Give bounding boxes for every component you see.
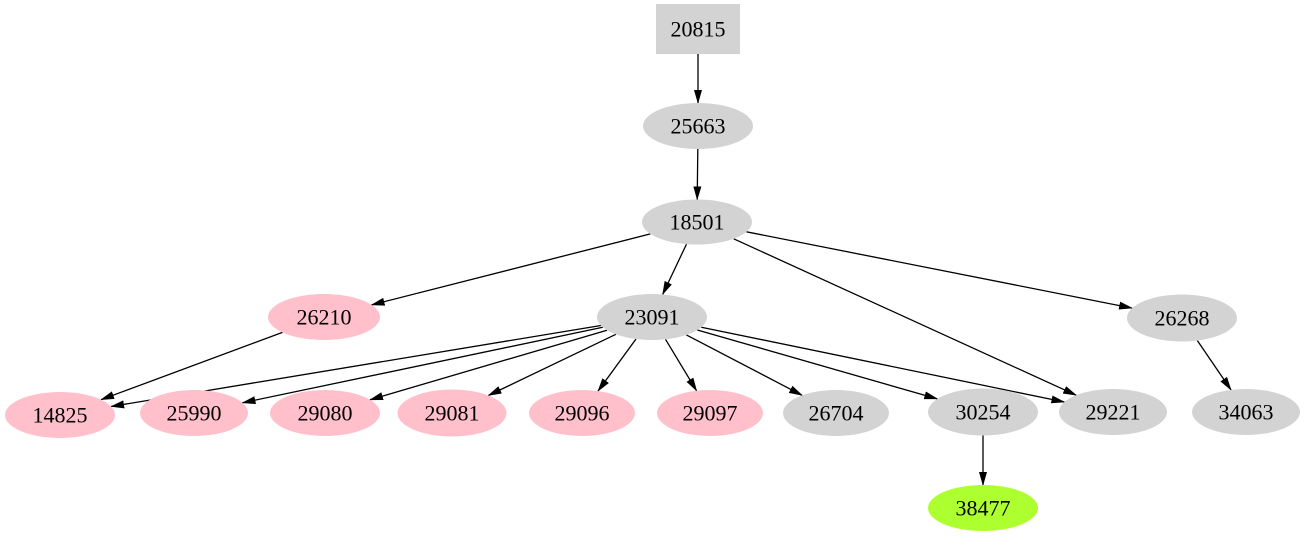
node-label: 14825: [33, 402, 88, 427]
node-label: 29096: [555, 400, 610, 425]
edge-18501-23091: [662, 243, 688, 296]
node-ellipse-shape: [643, 103, 753, 149]
node-ellipse-shape: [642, 199, 752, 245]
node-ellipse-shape: [397, 389, 507, 437]
edge-23091-29081: [487, 333, 617, 397]
node-ellipse-shape: [268, 294, 380, 340]
node-25990: 25990: [140, 390, 248, 436]
edge-23091-25990: [241, 326, 603, 405]
node-29081: 29081: [397, 389, 507, 437]
edge-26268-34063: [1196, 340, 1232, 391]
edge-23091-29221: [701, 326, 1066, 404]
node-20815: 20815: [656, 4, 740, 54]
node-label: 29080: [298, 400, 353, 425]
node-ellipse-shape: [1127, 294, 1237, 342]
node-label: 38477: [956, 495, 1011, 520]
node-34063: 34063: [1192, 389, 1300, 435]
node-ellipse-shape: [783, 390, 889, 436]
node-ellipse-shape: [1059, 389, 1167, 435]
node-label: 30254: [956, 399, 1011, 424]
node-29221: 29221: [1059, 389, 1167, 435]
node-26704: 26704: [783, 390, 889, 436]
node-ellipse-shape: [140, 390, 248, 436]
node-label: 26704: [809, 400, 864, 425]
node-30254: 30254: [928, 388, 1038, 436]
edge-23091-29080: [369, 329, 608, 401]
edge-23091-29097: [664, 338, 698, 392]
node-38477: 38477: [928, 485, 1038, 531]
edge-18501-29221: [733, 238, 1078, 396]
node-ellipse-shape: [5, 392, 115, 438]
edge-23091-29096: [597, 338, 637, 392]
node-26210: 26210: [268, 294, 380, 340]
node-ellipse-shape: [529, 390, 635, 436]
edge-23091-26704: [686, 334, 803, 396]
edge-23091-30254: [697, 329, 939, 400]
node-label: 20815: [671, 16, 726, 41]
node-29096: 29096: [529, 390, 635, 436]
node-label: 25663: [671, 113, 726, 138]
node-label: 29081: [425, 400, 480, 425]
node-29080: 29080: [270, 390, 380, 436]
node-label: 18501: [670, 209, 725, 234]
edge-26210-14825: [100, 331, 283, 401]
node-ellipse-shape: [928, 388, 1038, 436]
node-label: 29097: [683, 400, 738, 425]
node-label: 23091: [625, 304, 680, 329]
node-26268: 26268: [1127, 294, 1237, 342]
node-label: 25990: [167, 400, 222, 425]
node-29097: 29097: [657, 390, 763, 436]
edge-18501-26210: [370, 233, 651, 306]
edge-18501-26268: [746, 231, 1134, 310]
node-ellipse-shape: [928, 485, 1038, 531]
node-label: 26268: [1155, 305, 1210, 330]
node-label: 29221: [1086, 399, 1141, 424]
node-ellipse-shape: [657, 390, 763, 436]
node-ellipse-shape: [270, 390, 380, 436]
node-ellipse-shape: [1192, 389, 1300, 435]
node-label: 34063: [1219, 399, 1274, 424]
node-23091: 23091: [597, 294, 707, 340]
node-18501: 18501: [642, 199, 752, 245]
edge-25663-18501: [693, 148, 702, 201]
node-box-shape: [656, 4, 740, 54]
node-label: 26210: [297, 304, 352, 329]
node-14825: 14825: [5, 392, 115, 438]
node-ellipse-shape: [597, 294, 707, 340]
node-25663: 25663: [643, 103, 753, 149]
